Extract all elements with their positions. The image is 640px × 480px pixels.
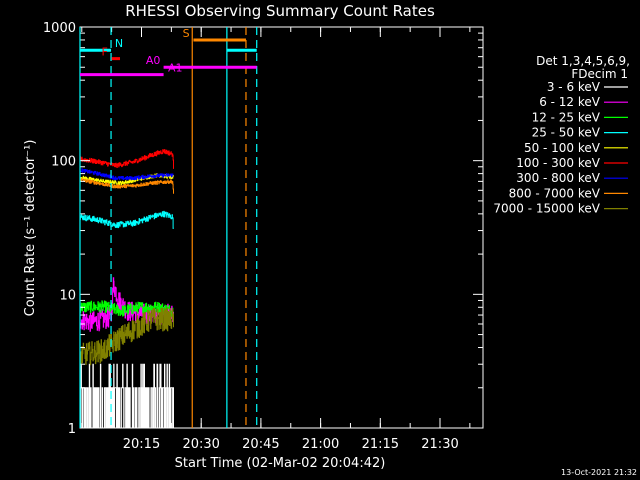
x-tick-label: 20:30 — [182, 437, 219, 452]
y-tick-label: 1 — [68, 422, 76, 437]
legend-header-1: Det 1,3,4,5,6,9, — [536, 54, 630, 68]
legend-label: 6 - 12 keV — [539, 95, 601, 109]
flag-label: S — [183, 27, 190, 40]
legend-label: 100 - 300 keV — [516, 156, 600, 170]
legend-header-2: FDecim 1 — [571, 67, 628, 81]
x-tick-label: 21:00 — [302, 437, 339, 452]
legend-label: 300 - 800 keV — [516, 171, 600, 185]
x-tick-label: 20:45 — [242, 437, 279, 452]
legend-label: 50 - 100 keV — [524, 141, 601, 155]
flag-label: F — [102, 46, 108, 59]
footer-date: 13-Oct-2021 21:32 — [561, 468, 637, 477]
series-line — [79, 307, 174, 366]
series-line — [79, 178, 174, 194]
axes-layer: 20:15 20:30 20:45 21:00 21:15 21:30 1 10 100 1000 — [43, 21, 483, 452]
x-tick-label: 21:30 — [421, 437, 458, 452]
x-axis-label: Start Time (02-Mar-02 20:04:42) — [175, 456, 386, 471]
x-tick-label: 20:15 — [123, 437, 160, 452]
data-layer — [79, 149, 174, 429]
y-tick-label: 10 — [59, 288, 76, 303]
flags-layer: NF S A0 A1 — [79, 27, 258, 428]
series-line — [79, 363, 174, 429]
legend-label: 800 - 7000 keV — [509, 186, 601, 200]
flag-label: N — [115, 37, 123, 50]
x-tick-label: 21:15 — [362, 437, 399, 452]
y-tick-label: 1000 — [43, 21, 76, 36]
series-line — [79, 149, 174, 169]
chart-title: RHESSI Observing Summary Count Rates — [125, 2, 435, 20]
legend-label: 3 - 6 keV — [547, 80, 601, 94]
series-line — [79, 210, 174, 229]
flag-label: A0 — [146, 54, 161, 67]
legend-label: 7000 - 15000 keV — [493, 202, 600, 216]
legend-label: 12 - 25 keV — [532, 110, 601, 124]
legend-label: 25 - 50 keV — [532, 126, 601, 140]
flag-label: A1 — [168, 62, 183, 75]
y-tick-label: 100 — [51, 155, 76, 170]
y-axis-label: Count Rate (s⁻¹ detector⁻¹) — [23, 140, 38, 317]
series-line — [79, 168, 174, 181]
